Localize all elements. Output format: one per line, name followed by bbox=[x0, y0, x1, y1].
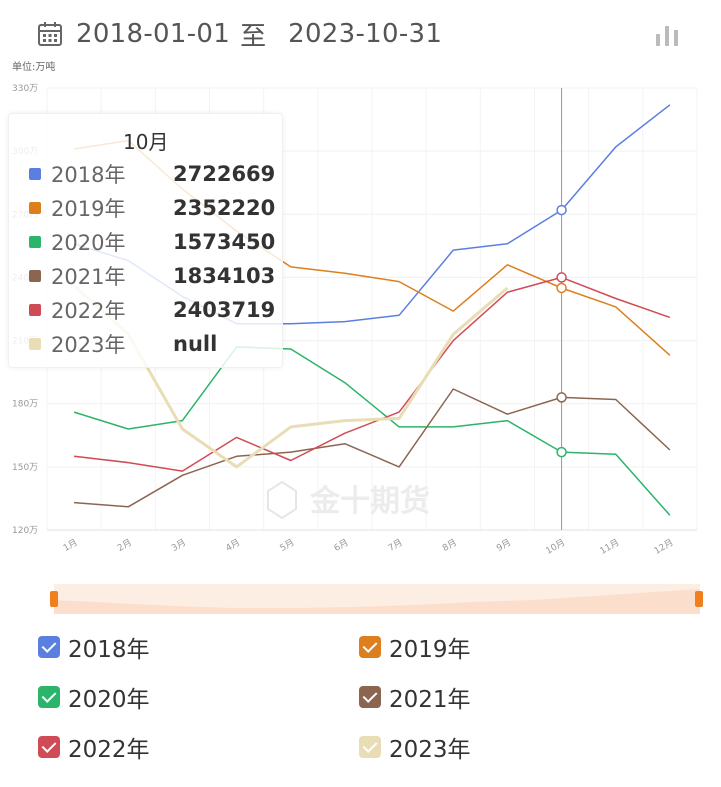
tooltip-series-name: 2022年 bbox=[51, 299, 126, 323]
tooltip-row: 2023年 null bbox=[9, 329, 282, 359]
tooltip-series-value: 2403719 bbox=[173, 298, 276, 322]
start-date[interactable]: 2018-01-01 bbox=[76, 19, 231, 49]
legend-label: 2018年 bbox=[68, 637, 150, 663]
bar-chart-icon[interactable] bbox=[655, 22, 679, 46]
tooltip-row: 2018年 2722669 bbox=[9, 159, 282, 189]
series-line-4 bbox=[74, 276, 671, 472]
x-tick-label: 8月 bbox=[440, 537, 458, 554]
x-tick-label: 7月 bbox=[386, 537, 404, 554]
tooltip-row: 2022年 2403719 bbox=[9, 295, 282, 325]
data-zoom-slider[interactable] bbox=[54, 584, 700, 614]
x-tick-label: 5月 bbox=[278, 537, 296, 554]
series-color-marker bbox=[29, 202, 41, 214]
slider-right-handle[interactable] bbox=[695, 591, 703, 607]
x-tick-label: 11月 bbox=[598, 537, 621, 557]
x-tick-label: 10月 bbox=[544, 537, 567, 557]
series-color-marker bbox=[29, 304, 41, 316]
tooltip-series-value: 2722669 bbox=[173, 162, 276, 186]
x-tick-label: 9月 bbox=[495, 537, 513, 554]
checkbox-checked-icon[interactable] bbox=[359, 736, 381, 758]
tooltip-series-value: 1834103 bbox=[173, 264, 276, 288]
legend-item[interactable]: 2020年 bbox=[38, 680, 150, 714]
tooltip-row: 2019年 2352220 bbox=[9, 193, 282, 223]
date-separator: 至 bbox=[240, 21, 267, 52]
highlight-point-3 bbox=[556, 392, 567, 403]
x-tick-label: 3月 bbox=[170, 537, 188, 554]
highlight-point-2 bbox=[556, 446, 567, 458]
y-tick-label: 180万 bbox=[12, 400, 38, 410]
series-color-marker bbox=[29, 236, 41, 248]
y-tick-label: 150万 bbox=[12, 463, 38, 473]
legend-item[interactable]: 2019年 bbox=[359, 630, 471, 664]
date-range-header[interactable]: 2018-01-01 至 2023-10-31 bbox=[38, 16, 442, 52]
y-tick-label: 330万 bbox=[12, 84, 38, 94]
slider-left-handle[interactable] bbox=[50, 591, 58, 607]
legend-item[interactable]: 2022年 bbox=[38, 730, 150, 764]
x-tick-label: 12月 bbox=[652, 537, 675, 557]
tooltip-series-value: null bbox=[173, 332, 218, 356]
unit-label: 单位:万吨 bbox=[12, 60, 55, 73]
highlight-point-4 bbox=[556, 272, 567, 283]
series-color-marker bbox=[29, 168, 41, 180]
end-date[interactable]: 2023-10-31 bbox=[288, 19, 443, 49]
x-tick-label: 6月 bbox=[332, 537, 350, 554]
checkbox-checked-icon[interactable] bbox=[359, 686, 381, 708]
tooltip-series-name: 2019年 bbox=[51, 197, 126, 221]
series-line-3 bbox=[74, 388, 671, 508]
highlight-point-1 bbox=[556, 282, 567, 294]
x-tick-label: 4月 bbox=[224, 537, 242, 554]
legend-label: 2022年 bbox=[68, 737, 150, 763]
checkbox-checked-icon[interactable] bbox=[38, 686, 60, 708]
chart-tooltip: 10月 2018年 2722669 2019年 2352220 2020年 1573450… bbox=[8, 113, 283, 368]
x-tick-label: 2月 bbox=[115, 537, 133, 554]
x-tick-label: 1月 bbox=[61, 537, 79, 554]
watermark-logo-icon bbox=[267, 480, 297, 520]
tooltip-row: 2021年 1834103 bbox=[9, 261, 282, 291]
watermark-text: 金十期货 bbox=[309, 484, 430, 519]
tooltip-series-name: 2018年 bbox=[51, 163, 126, 187]
legend-label: 2020年 bbox=[68, 687, 150, 713]
series-color-marker bbox=[29, 270, 41, 282]
series-line-2 bbox=[73, 346, 671, 516]
tooltip-series-value: 2352220 bbox=[173, 196, 276, 220]
tooltip-series-name: 2021年 bbox=[51, 265, 126, 289]
legend-item[interactable]: 2018年 bbox=[38, 630, 150, 664]
y-tick-label: 120万 bbox=[12, 526, 38, 536]
series-color-marker bbox=[29, 338, 41, 350]
legend-item[interactable]: 2021年 bbox=[359, 680, 471, 714]
tooltip-title: 10月 bbox=[123, 130, 169, 154]
checkbox-checked-icon[interactable] bbox=[38, 636, 60, 658]
tooltip-series-name: 2020年 bbox=[51, 231, 126, 255]
legend-label: 2021年 bbox=[389, 687, 471, 713]
tooltip-series-name: 2023年 bbox=[51, 333, 126, 357]
slider-preview-area bbox=[54, 589, 700, 614]
checkbox-checked-icon[interactable] bbox=[359, 636, 381, 658]
legend-item[interactable]: 2023年 bbox=[359, 730, 471, 764]
tooltip-series-value: 1573450 bbox=[173, 230, 276, 254]
legend-label: 2023年 bbox=[389, 737, 471, 763]
tooltip-row: 2020年 1573450 bbox=[9, 227, 282, 257]
legend-label: 2019年 bbox=[389, 637, 471, 663]
highlight-point-0 bbox=[556, 204, 567, 216]
checkbox-checked-icon[interactable] bbox=[38, 736, 60, 758]
calendar-icon bbox=[38, 22, 62, 46]
